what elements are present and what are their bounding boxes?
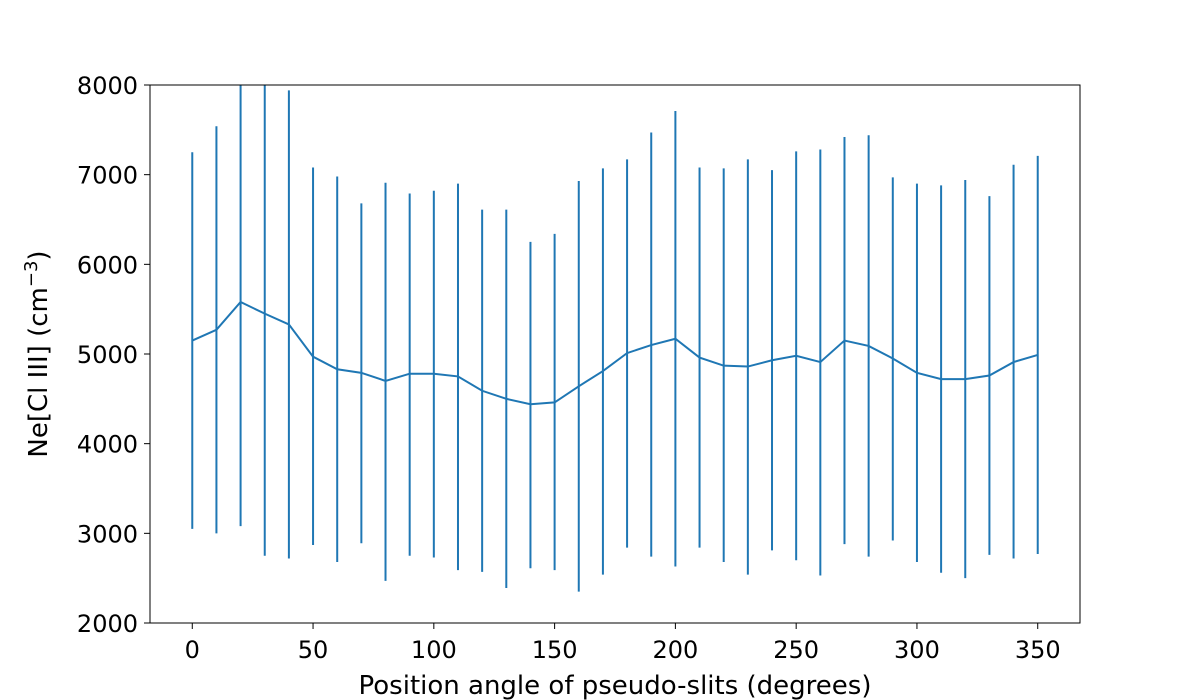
y-axis-label-sup: −3 [21, 261, 42, 288]
y-axis: 2000 3000 4000 5000 6000 7000 8000 [77, 72, 150, 638]
x-tick-label: 0 [185, 636, 200, 664]
y-axis-label-main: Ne[Cl III] (cm [24, 287, 54, 457]
x-tick-label: 150 [532, 636, 578, 664]
y-tick-label: 5000 [77, 341, 138, 369]
x-tick-label: 100 [411, 636, 457, 664]
y-tick-label: 6000 [77, 251, 138, 279]
x-tick-label: 200 [652, 636, 698, 664]
y-axis-label: Ne[Cl III] (cm−3) [21, 250, 54, 457]
x-axis: 0 50 100 150 200 250 300 350 [185, 623, 1061, 664]
x-tick-label: 50 [298, 636, 329, 664]
error-bars [191, 85, 1039, 592]
y-tick-label: 4000 [77, 431, 138, 459]
x-tick-label: 350 [1015, 636, 1061, 664]
y-axis-label-close: ) [24, 250, 54, 260]
y-tick-label: 7000 [77, 162, 138, 190]
series-line [191, 300, 1039, 406]
x-axis-label: Position angle of pseudo-slits (degrees) [359, 671, 872, 700]
y-tick-label: 3000 [77, 520, 138, 548]
x-tick-label: 300 [894, 636, 940, 664]
x-tick-label: 250 [773, 636, 819, 664]
y-tick-label: 2000 [77, 610, 138, 638]
y-tick-label: 8000 [77, 72, 138, 100]
